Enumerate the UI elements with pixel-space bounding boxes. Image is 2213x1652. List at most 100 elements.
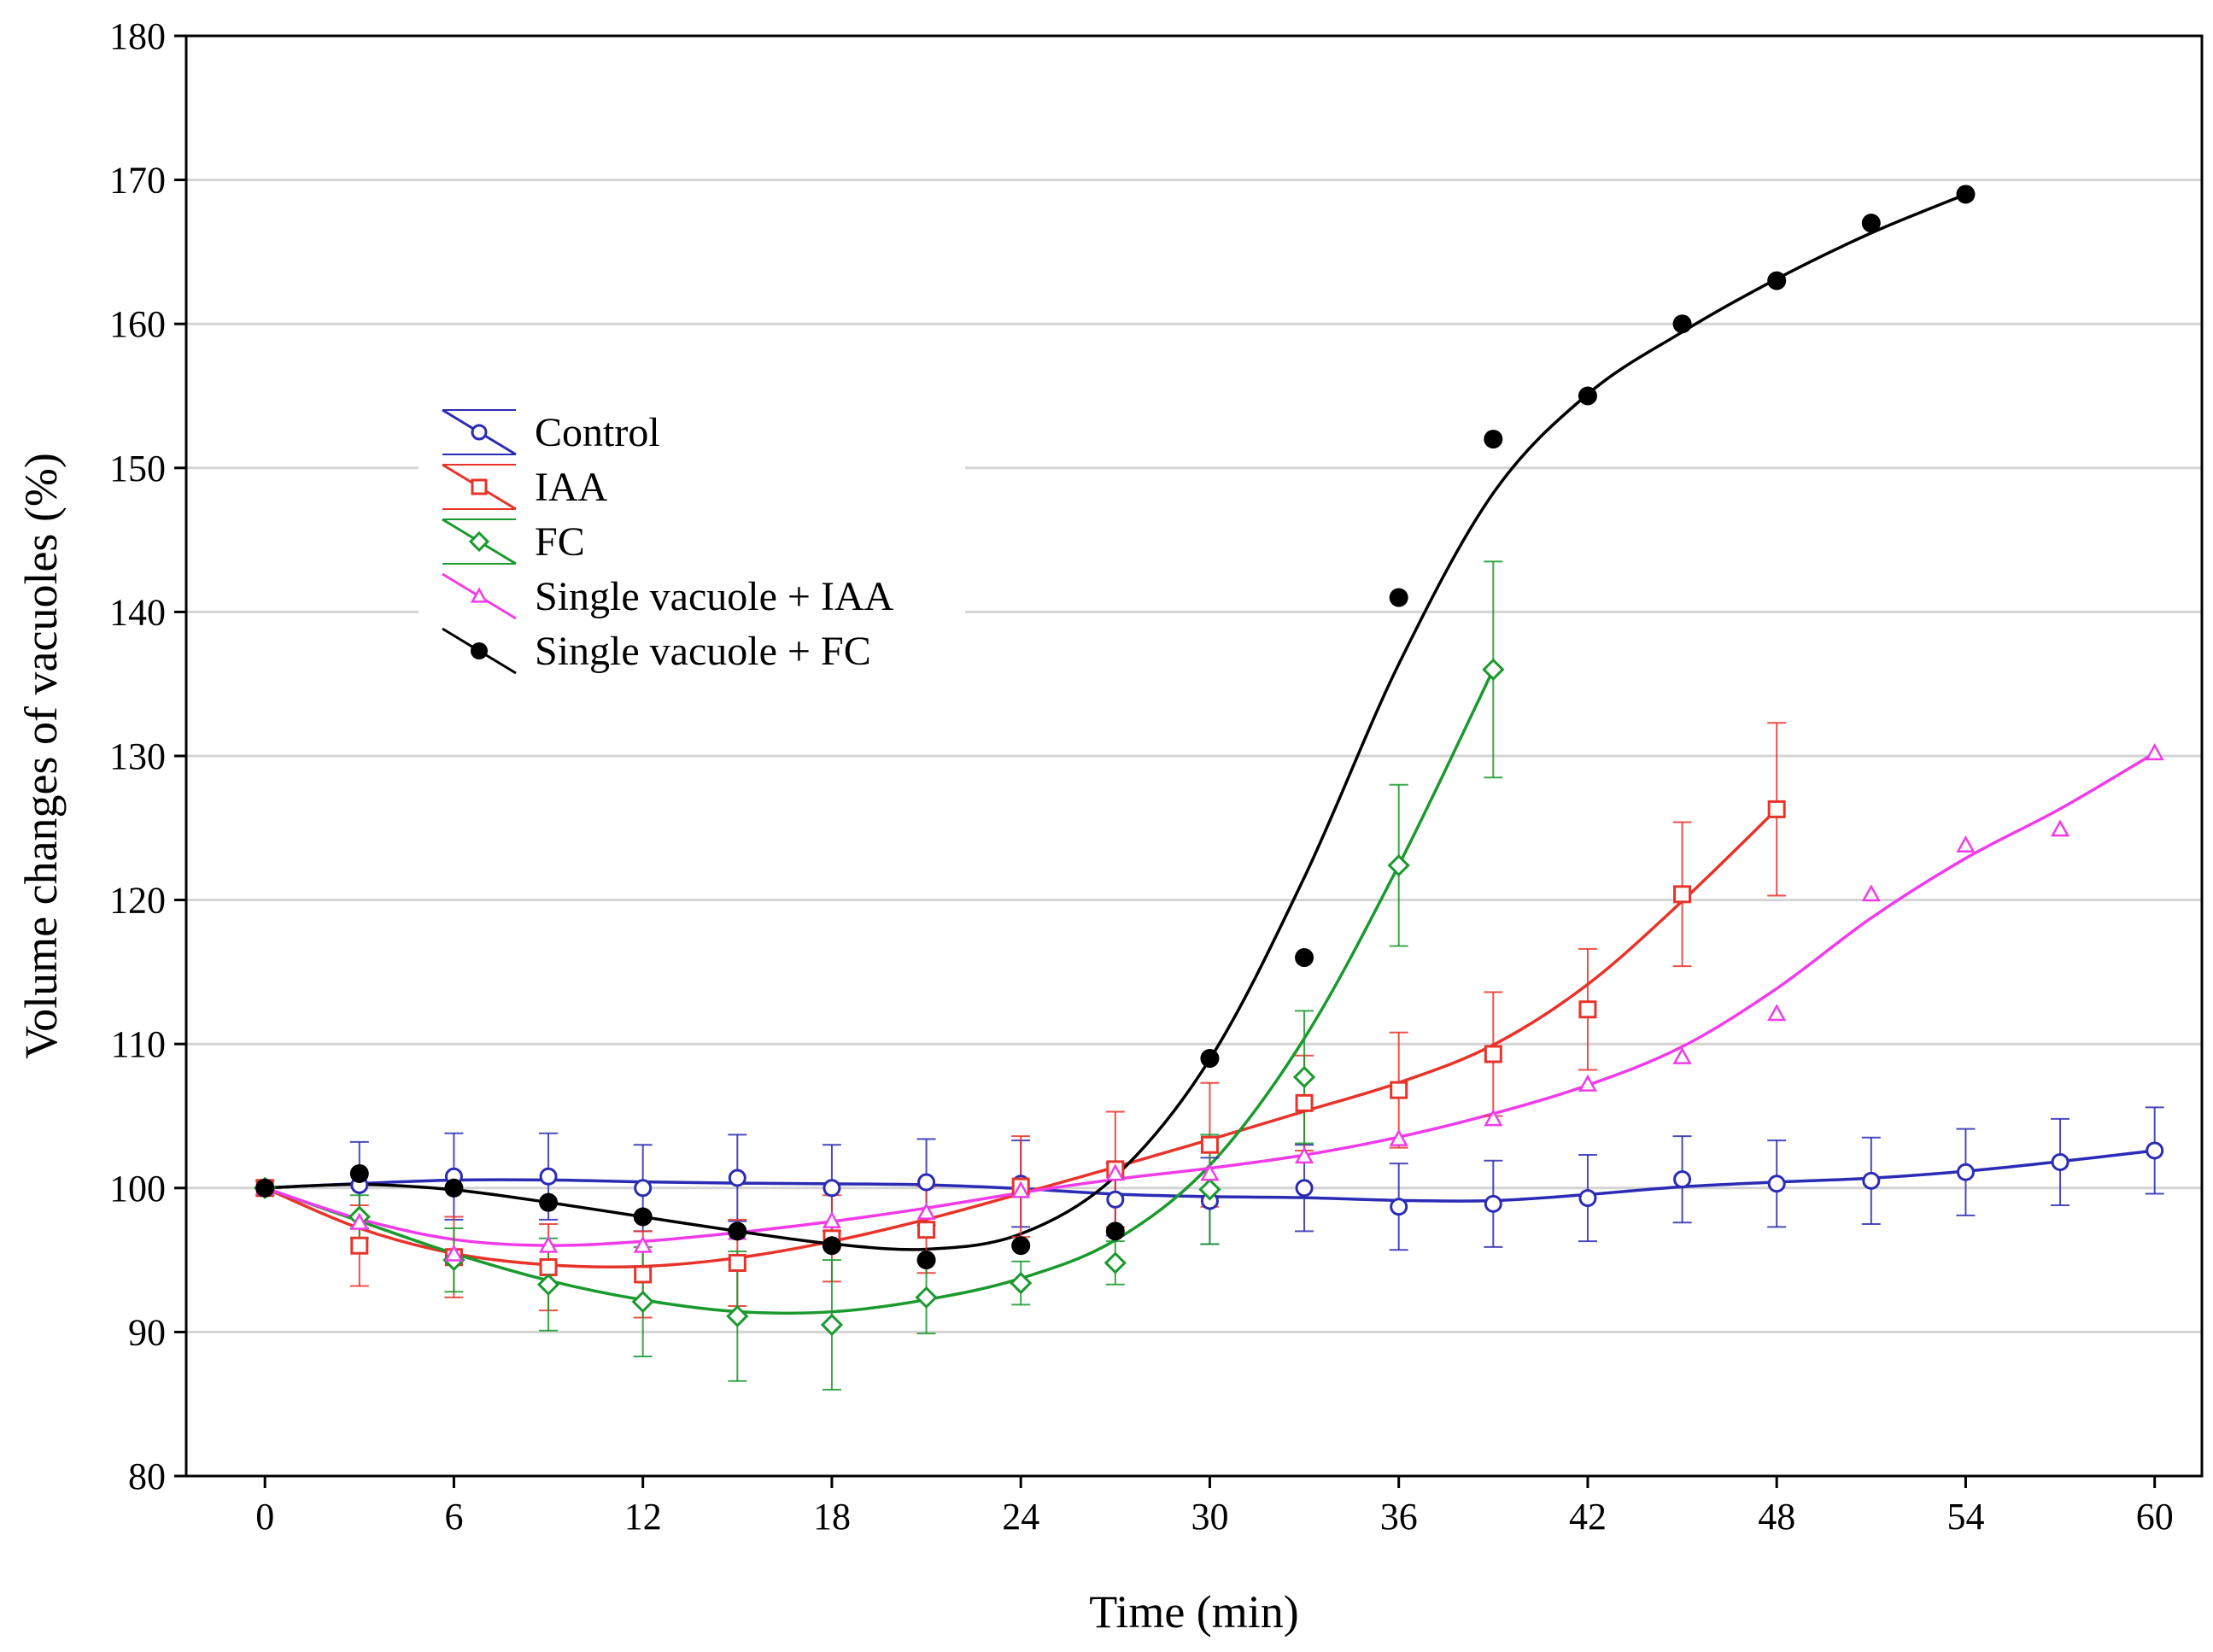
series-2-point	[631, 1290, 654, 1314]
series-2-point	[1010, 1271, 1033, 1295]
y-axis-title: Volume changes of vacuoles (%)	[15, 453, 67, 1059]
legend-entry: IAA	[442, 463, 608, 511]
series-4-point	[349, 1163, 369, 1183]
series-3-point	[1672, 1046, 1692, 1064]
legend-entry: Single vacuole + FC	[442, 627, 871, 675]
y-tick-label: 170	[109, 160, 166, 202]
series-0-point	[2051, 1152, 2070, 1171]
series-3-point	[1861, 884, 1881, 902]
x-tick-label: 6	[444, 1496, 463, 1538]
legend-label: IAA	[535, 465, 608, 510]
series-0-point	[1106, 1190, 1125, 1209]
x-tick-label: 54	[1947, 1496, 1984, 1538]
legend: Control IAA FC Single vacuole + IAA Single v…	[419, 389, 965, 683]
series-3-point	[1484, 1109, 1503, 1127]
series-4-point	[1578, 386, 1597, 406]
series-4-point	[728, 1221, 747, 1241]
series-4-point	[1861, 214, 1881, 233]
series-0-point	[1862, 1171, 1881, 1190]
legend-entry: FC	[442, 518, 585, 565]
series-0-point	[1484, 1194, 1502, 1213]
series-0-point	[539, 1167, 558, 1186]
series-0-point	[823, 1179, 841, 1198]
series-0-point	[1295, 1179, 1314, 1198]
series-4-point	[539, 1192, 559, 1212]
legend-label: Control	[535, 410, 660, 455]
series-0-point	[728, 1169, 746, 1187]
series-2-point	[1198, 1178, 1221, 1201]
series-0-point	[1673, 1170, 1692, 1189]
series-4-point	[1295, 948, 1314, 968]
data-points	[254, 185, 2164, 1337]
grid-lines	[186, 179, 2202, 1333]
series-4-point	[1105, 1221, 1125, 1241]
x-tick-label: 48	[1758, 1496, 1795, 1538]
series-4-point	[1767, 271, 1787, 290]
series-3-point	[1767, 1004, 1787, 1022]
series-1-point	[1200, 1135, 1219, 1154]
series-0-point	[634, 1179, 653, 1198]
legend-background	[419, 389, 965, 683]
series-4-point	[444, 1178, 464, 1198]
y-tick-label: 110	[111, 1023, 166, 1065]
series-4-point	[916, 1251, 936, 1270]
legend-label: Single vacuole + IAA	[535, 574, 894, 619]
series-3-point	[444, 1244, 464, 1262]
legend-label: FC	[535, 519, 585, 565]
series-3-point	[1200, 1163, 1220, 1181]
series-3-point	[1389, 1128, 1408, 1146]
series-2-point	[1104, 1251, 1127, 1274]
series-3-point	[1578, 1074, 1598, 1092]
legend-marker	[471, 478, 488, 495]
series-2-point	[1482, 658, 1505, 681]
legend-marker	[468, 530, 490, 553]
legend-marker	[471, 424, 488, 441]
series-4-point	[633, 1207, 653, 1227]
series-2-point	[915, 1286, 938, 1309]
series-1-point	[1767, 800, 1786, 818]
legend-entry: Control	[442, 408, 660, 456]
series-3-point	[1011, 1180, 1031, 1198]
series-1-point	[1484, 1045, 1502, 1063]
legend-label: Single vacuole + FC	[535, 629, 871, 674]
series-3-point	[822, 1211, 842, 1229]
series-0-point	[1767, 1175, 1786, 1193]
fitted-curves	[264, 192, 2156, 1315]
series-4-point	[255, 1178, 275, 1198]
series-1-point	[634, 1265, 653, 1284]
series-4-point	[1200, 1049, 1220, 1069]
y-tick-label: 120	[109, 880, 166, 922]
x-tick-label: 60	[2136, 1496, 2174, 1538]
y-tick-label: 100	[109, 1168, 166, 1210]
x-tick-label: 30	[1191, 1496, 1228, 1538]
series-0-point	[1578, 1189, 1597, 1208]
series-3-point	[916, 1202, 936, 1220]
series-3-point	[349, 1212, 369, 1230]
x-tick-label: 0	[255, 1496, 274, 1538]
y-tick-label: 180	[109, 15, 166, 57]
series-4-point	[1484, 430, 1503, 449]
series-1-point	[1673, 885, 1692, 904]
series-3-point	[538, 1235, 559, 1253]
series-0-point	[2146, 1141, 2164, 1160]
y-tick-label: 130	[109, 735, 166, 777]
x-tick-label: 12	[624, 1496, 662, 1538]
series-2-point	[536, 1273, 560, 1296]
y-tick-label: 150	[109, 448, 166, 489]
series-2-point	[820, 1313, 844, 1337]
y-tick-label: 80	[128, 1456, 166, 1497]
series-3-fit-line	[264, 752, 2156, 1247]
series-1-point	[1295, 1093, 1314, 1112]
series-1-point	[1390, 1081, 1408, 1099]
series-4-point	[822, 1236, 841, 1256]
series-4-point	[1956, 185, 1976, 204]
legend-marker	[471, 642, 488, 659]
x-tick-label: 42	[1569, 1496, 1607, 1538]
series-3-point	[2145, 743, 2164, 761]
series-3-point	[1105, 1163, 1125, 1181]
legend-entry: Single vacuole + IAA	[442, 572, 894, 620]
series-1-point	[539, 1258, 558, 1277]
x-tick-label: 24	[1002, 1496, 1039, 1538]
series-1-point	[350, 1236, 369, 1255]
